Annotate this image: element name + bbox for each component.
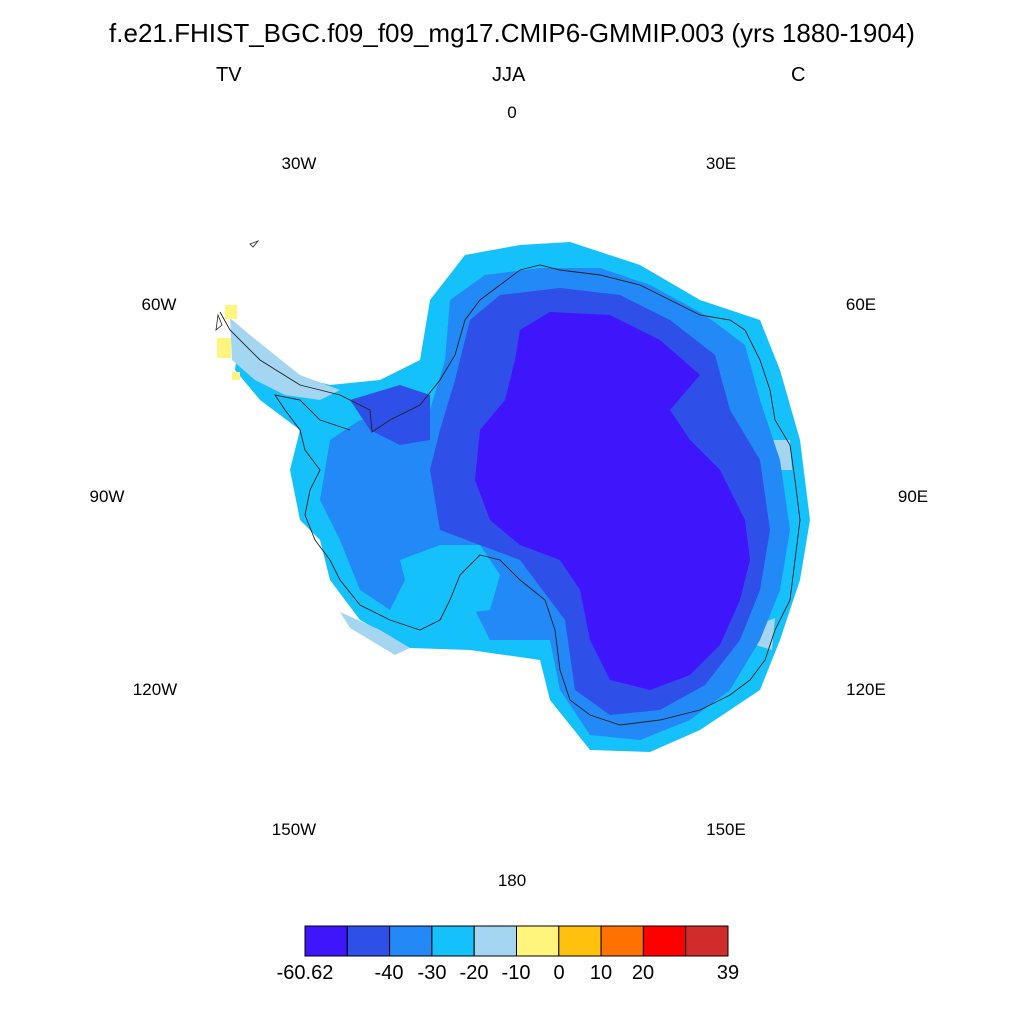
- colorbar-swatch: [431, 925, 475, 957]
- colorbar-tick-label: 20: [631, 962, 655, 984]
- coastline: [219, 264, 801, 726]
- colorbar-tick-label: 39: [716, 962, 740, 984]
- colorbar-tick-label: -40: [374, 962, 404, 984]
- variable-label: TV: [216, 64, 242, 86]
- lon-label: 30W: [281, 154, 317, 173]
- lon-label: 30E: [705, 154, 737, 173]
- colorbar-swatch: [346, 925, 391, 957]
- colorbar-tick-label: 0: [553, 962, 565, 984]
- region-west-light: [400, 545, 500, 615]
- units-label: C: [791, 64, 806, 86]
- lon-label: 180: [497, 871, 527, 890]
- colorbar-tick-label: -30: [417, 962, 447, 984]
- lon-label: 60W: [141, 295, 177, 314]
- region-peninsula-pale: [230, 318, 340, 400]
- colorbar-swatch: [558, 925, 602, 957]
- lon-label: 0: [507, 103, 517, 122]
- lon-label: 120E: [846, 680, 886, 699]
- region-positive-cell: [217, 338, 231, 358]
- lon-label: 90E: [897, 487, 929, 506]
- island-outline: [249, 240, 260, 248]
- colorbar-swatch: [516, 925, 560, 957]
- lon-label: 60E: [845, 295, 877, 314]
- lon-label: 150W: [271, 820, 317, 839]
- region-core: [475, 312, 750, 690]
- colorbar-swatch: [304, 925, 348, 957]
- colorbar-tick-label: -20: [459, 962, 489, 984]
- region-positive-cell: [232, 372, 240, 380]
- colorbar-swatch: [600, 925, 644, 957]
- lon-label: 150E: [706, 820, 746, 839]
- island-outline: [215, 313, 223, 331]
- season-label: JJA: [492, 64, 526, 86]
- region-inner-west: [350, 385, 430, 445]
- lon-label: 90W: [89, 487, 125, 506]
- colorbar-swatch: [389, 925, 433, 957]
- colorbar-swatch: [685, 925, 729, 957]
- plot-title: f.e21.FHIST_BGC.f09_f09_mg17.CMIP6-GMMIP…: [109, 18, 915, 48]
- colorbar: [304, 925, 729, 957]
- colorbar-tick-label: -60.62: [276, 962, 334, 984]
- colorbar-tick-label: -10: [501, 962, 531, 984]
- region-pale-west: [340, 612, 410, 655]
- lon-label: 120W: [132, 680, 178, 699]
- colorbar-swatch: [473, 925, 518, 957]
- region-positive-cell: [225, 305, 237, 319]
- colorbar-swatch: [642, 925, 687, 957]
- colorbar-tick-label: 10: [589, 962, 613, 984]
